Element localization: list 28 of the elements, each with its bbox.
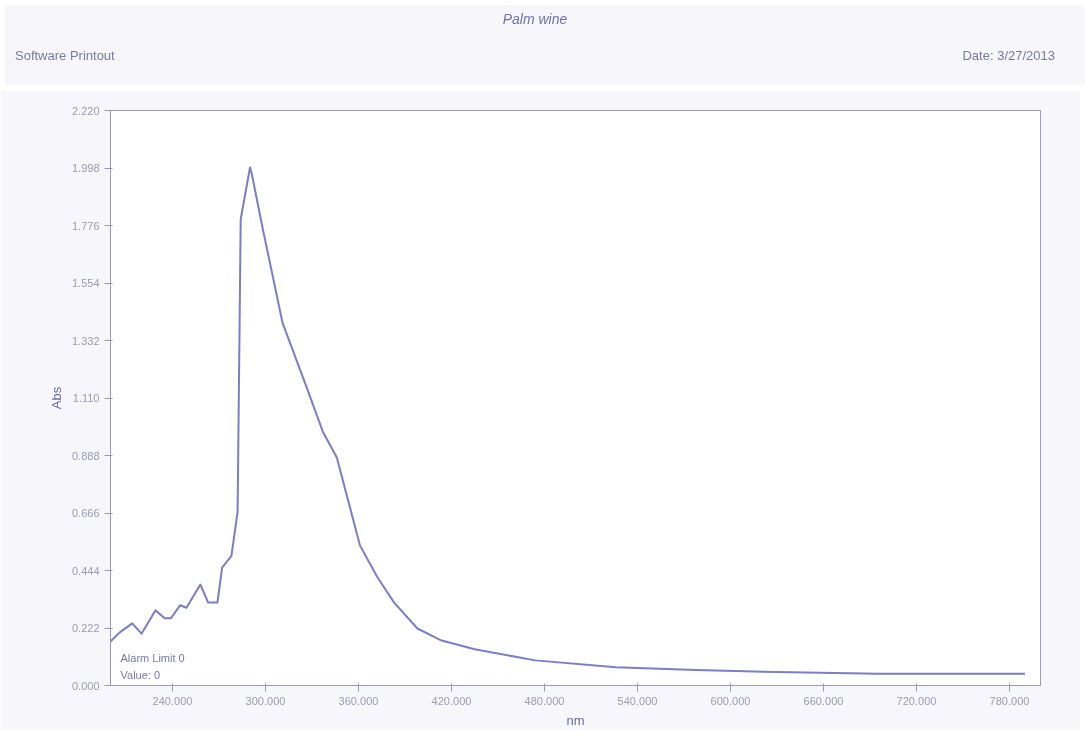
chart-title: Palm wine [501, 10, 569, 29]
annotation: Value: 0 [120, 668, 161, 681]
y-tick-label: 0.000 [71, 679, 100, 692]
annotation: Alarm Limit 0 [120, 651, 185, 664]
text: Software Printout [15, 47, 115, 65]
x-tick-label: 240.000 [152, 694, 193, 707]
x-tick-label: 660.000 [803, 694, 844, 707]
y-tick-label: 1.776 [71, 219, 100, 232]
y-tick-label: 0.888 [71, 449, 100, 462]
text: Date: 3/27/2013 [962, 47, 1055, 65]
x-tick-label: 480.000 [524, 694, 565, 707]
y-tick-label: 0.444 [71, 564, 100, 577]
x-tick-label: 780.000 [989, 694, 1030, 707]
y-tick-label: 1.554 [71, 277, 100, 289]
x-tick-label: 720.000 [896, 694, 937, 707]
y-tick-label: 1.998 [71, 162, 100, 174]
y-tick-label: 1.110 [72, 392, 100, 404]
x-tick-label: 600.000 [710, 694, 751, 707]
y-tick-label: 0.222 [71, 622, 100, 634]
x-tick-label: 420.000 [431, 694, 472, 707]
x-tick-label: 300.000 [245, 694, 286, 707]
x-tick-label: 360.000 [338, 694, 379, 707]
x-axis-title: nm [566, 712, 585, 728]
x-tick-label: 540.000 [617, 694, 658, 707]
y-tick-label: 0.666 [71, 507, 100, 519]
y-axis-title: Abs [48, 386, 64, 410]
y-tick-label: 2.220 [71, 104, 100, 117]
y-tick-label: 1.332 [71, 334, 100, 347]
